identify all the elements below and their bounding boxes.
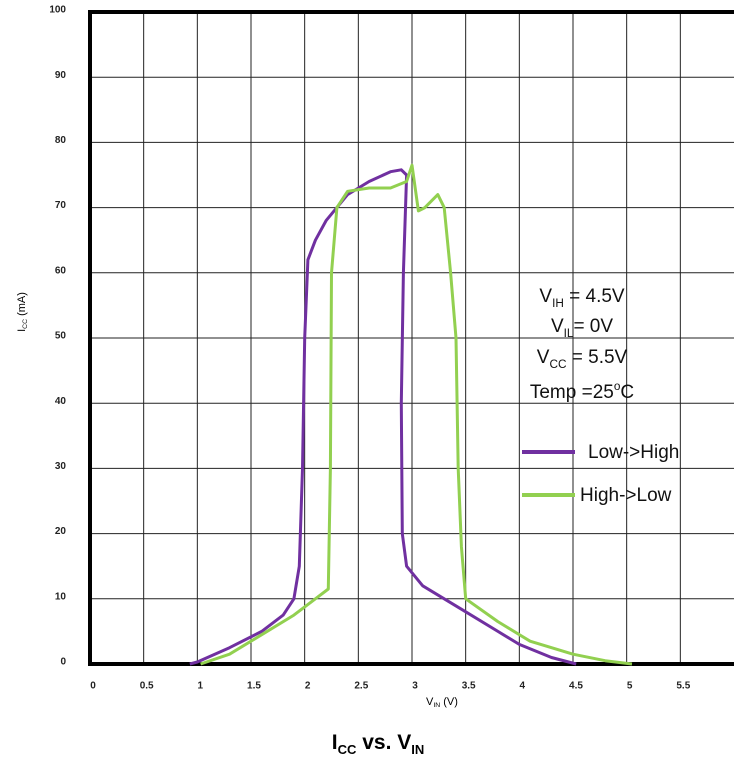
x-tick-label: 4.5	[569, 681, 583, 692]
chart-title-part: IN	[411, 742, 424, 757]
x-tick-label: 0	[90, 681, 96, 692]
annotation-part: = 5.5V	[566, 347, 627, 368]
annotation: VCC = 5.5V	[537, 347, 628, 371]
annotation-part: V	[537, 347, 550, 368]
x-tick-label: 1	[198, 681, 204, 692]
series-line	[200, 163, 633, 666]
x-tick-label: 2.5	[354, 681, 368, 692]
x-axis-label-part: IN	[433, 702, 440, 709]
annotation-part: Temp =25	[530, 382, 614, 403]
chart-title-part: I	[332, 731, 338, 754]
y-tick-label: 80	[55, 135, 67, 146]
y-axis-label: ICC (mA)	[16, 292, 29, 332]
x-axis-label: VIN (V)	[426, 696, 458, 709]
y-tick-label: 90	[55, 70, 67, 81]
axis-frame	[88, 10, 734, 666]
annotation-part: C	[620, 382, 634, 403]
annotation: VIL= 0V	[551, 316, 613, 340]
annotation-part: = 4.5V	[564, 286, 625, 307]
x-tick-label: 3.5	[462, 681, 476, 692]
x-tick-label: 5	[627, 681, 633, 692]
x-tick-label: 0.5	[140, 681, 154, 692]
chart-title: ICC vs. VIN	[332, 731, 425, 757]
y-tick-label: 40	[55, 396, 67, 407]
y-tick-label: 0	[60, 657, 66, 668]
chart-title-part: vs. V	[356, 731, 411, 754]
x-axis-label-part: (V)	[440, 696, 458, 708]
annotation-part: V	[551, 316, 564, 337]
x-tick-label: 4	[520, 681, 526, 692]
series-line	[189, 168, 577, 666]
y-tick-label: 100	[49, 5, 66, 16]
annotation-part: IH	[552, 297, 564, 310]
y-tick-label: 50	[55, 331, 67, 342]
chart-title-part: CC	[338, 742, 357, 757]
x-tick-label: 5.5	[676, 681, 690, 692]
legend-label: High->Low	[580, 485, 672, 506]
annotation: VIH = 4.5V	[539, 286, 625, 310]
x-tick-label: 3	[412, 681, 418, 692]
y-tick-label: 10	[55, 591, 67, 602]
annotation-part: V	[539, 286, 552, 307]
y-tick-label: 70	[55, 200, 67, 211]
annotation-part: = 0V	[573, 316, 613, 337]
y-tick-label: 20	[55, 526, 67, 537]
x-tick-label: 1.5	[247, 681, 261, 692]
y-axis-label-part: I	[16, 329, 28, 332]
annotation: Temp =25oC	[530, 380, 634, 403]
annotation-part: o	[614, 380, 621, 393]
y-tick-label: 30	[55, 461, 67, 472]
y-tick-label: 60	[55, 265, 67, 276]
y-axis-label-part: CC	[22, 319, 29, 329]
x-axis-label-part: V	[426, 696, 434, 708]
annotation-part: CC	[549, 358, 566, 371]
x-tick-label: 2	[305, 681, 311, 692]
y-axis-label-part: (mA)	[16, 292, 28, 319]
annotation-part: IL	[564, 327, 574, 340]
legend-label: Low->High	[588, 442, 679, 463]
